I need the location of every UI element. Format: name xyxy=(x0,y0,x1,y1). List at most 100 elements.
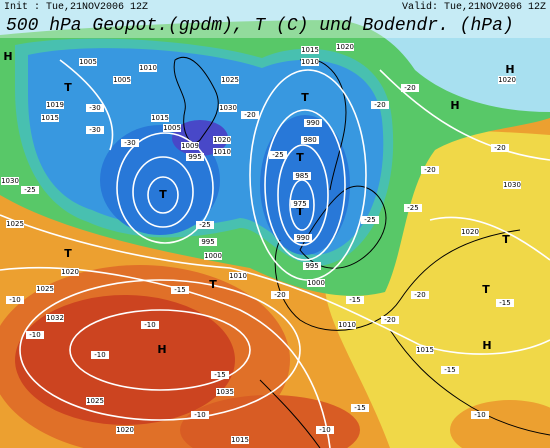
isobar-label-box xyxy=(186,153,204,161)
isobar-label: 1005 xyxy=(113,76,131,84)
isobar-label: 1025 xyxy=(6,220,24,228)
temperature-label-box xyxy=(26,331,44,339)
isobar-label: 1020 xyxy=(461,228,479,236)
temperature-label: -10 xyxy=(194,411,205,419)
isobar-label: 990 xyxy=(296,234,309,242)
map-title: 500 hPa Geopot.(gpdm), T (C) und Bodendr… xyxy=(6,16,514,36)
isobar-label: 1025 xyxy=(221,76,239,84)
isobar-label: 985 xyxy=(295,172,308,180)
pressure-center: H xyxy=(505,63,514,76)
isobar-label: 1015 xyxy=(231,436,249,444)
isobar-label-box xyxy=(338,321,356,329)
valid-time: Valid: Tue,21NOV2006 12Z xyxy=(402,1,546,13)
isobar-label-box xyxy=(79,58,97,66)
temperature-label: -10 xyxy=(319,426,330,434)
pressure-center: H xyxy=(157,343,166,356)
isobar-label-box xyxy=(294,234,312,242)
pressure-center: T xyxy=(209,278,217,291)
temperature-label: -25 xyxy=(199,221,210,229)
isobar-label: 975 xyxy=(293,200,306,208)
pressure-center: T xyxy=(296,151,304,164)
isobar-label: 1020 xyxy=(61,268,79,276)
temperature-label-box xyxy=(6,296,24,304)
pressure-center: H xyxy=(3,50,12,63)
pressure-center: T xyxy=(64,247,72,260)
isobar-label: 1010 xyxy=(301,58,319,66)
temperature-label-box xyxy=(271,291,289,299)
isobar-label-box xyxy=(46,314,64,322)
pressure-center: T xyxy=(301,91,309,104)
temperature-label: -20 xyxy=(404,84,415,92)
temperature-label-box xyxy=(491,144,509,152)
isobar-label-box xyxy=(229,272,247,280)
isobar-label-box xyxy=(461,228,479,236)
temperature-label-box xyxy=(21,186,39,194)
temperature-label: -25 xyxy=(407,204,418,212)
temperature-label-box xyxy=(269,151,287,159)
temperature-label: -25 xyxy=(364,216,375,224)
isobar-label: 1010 xyxy=(229,272,247,280)
isobar-label: 1015 xyxy=(301,46,319,54)
isobar-label: 995 xyxy=(201,238,214,246)
temperature-label-box xyxy=(381,316,399,324)
temperature-label-box xyxy=(171,286,189,294)
isobar-label: 1020 xyxy=(213,136,231,144)
temperature-label-box xyxy=(496,299,514,307)
isobar-label-box xyxy=(219,104,237,112)
isobar-label-box xyxy=(181,142,199,150)
map-labels: H H H H H T T T T T T T T T 1005 1005 1010 1015 1019 1025 10… xyxy=(1,43,521,444)
temperature-label-box xyxy=(241,111,259,119)
isobar-label-box xyxy=(6,220,24,228)
isobar-label-box xyxy=(301,58,319,66)
temperature-label: -25 xyxy=(24,186,35,194)
isobar-label: 1005 xyxy=(79,58,97,66)
temperature-label: -20 xyxy=(494,144,505,152)
temperature-label: -20 xyxy=(424,166,435,174)
isobar-label: 1015 xyxy=(41,114,59,122)
isobar-label-box xyxy=(41,114,59,122)
pressure-center: H xyxy=(450,99,459,112)
temperature-label-box xyxy=(316,426,334,434)
temperature-label-box xyxy=(121,139,139,147)
isobar-label-box xyxy=(116,426,134,434)
temperature-label: -15 xyxy=(349,296,360,304)
isobar-label: 1005 xyxy=(163,124,181,132)
isobar-label: 995 xyxy=(188,153,201,161)
isobar-label-box xyxy=(199,238,217,246)
temperature-label: -20 xyxy=(274,291,285,299)
isobar-label: 990 xyxy=(306,119,319,127)
isobar-label-box xyxy=(151,114,169,122)
isobar-label-box xyxy=(113,76,131,84)
temperature-label-box xyxy=(91,351,109,359)
temperature-label: -15 xyxy=(354,404,365,412)
temperature-label-box xyxy=(346,296,364,304)
isobar-label-box xyxy=(216,388,234,396)
temperature-label: -20 xyxy=(244,111,255,119)
pressure-center: T xyxy=(159,188,167,201)
temperature-label: -30 xyxy=(124,139,135,147)
temperature-label-box xyxy=(351,404,369,412)
temperature-label-box xyxy=(211,371,229,379)
isobar-label-box xyxy=(304,119,322,127)
temperature-label: -15 xyxy=(174,286,185,294)
temperature-label: -25 xyxy=(272,151,283,159)
isobar-label: 1020 xyxy=(498,76,516,84)
isobar-label: 1032 xyxy=(46,314,64,322)
temperature-label-box xyxy=(196,221,214,229)
isobar-label-box xyxy=(293,172,311,180)
isobar-label: 1019 xyxy=(46,101,64,109)
isobar-label: 1020 xyxy=(336,43,354,51)
temperature-label: -30 xyxy=(89,104,100,112)
temperature-label-box xyxy=(471,411,489,419)
isobar-label-box xyxy=(213,136,231,144)
temperature-label: -10 xyxy=(29,331,40,339)
temperature-label: -15 xyxy=(214,371,225,379)
temperature-label: -15 xyxy=(499,299,510,307)
pressure-center: T xyxy=(502,233,510,246)
pressure-center: H xyxy=(482,339,491,352)
isobar-label-box xyxy=(301,136,319,144)
temperature-label-box xyxy=(441,366,459,374)
isobar-label: 1020 xyxy=(116,426,134,434)
isobar-label-box xyxy=(139,64,157,72)
